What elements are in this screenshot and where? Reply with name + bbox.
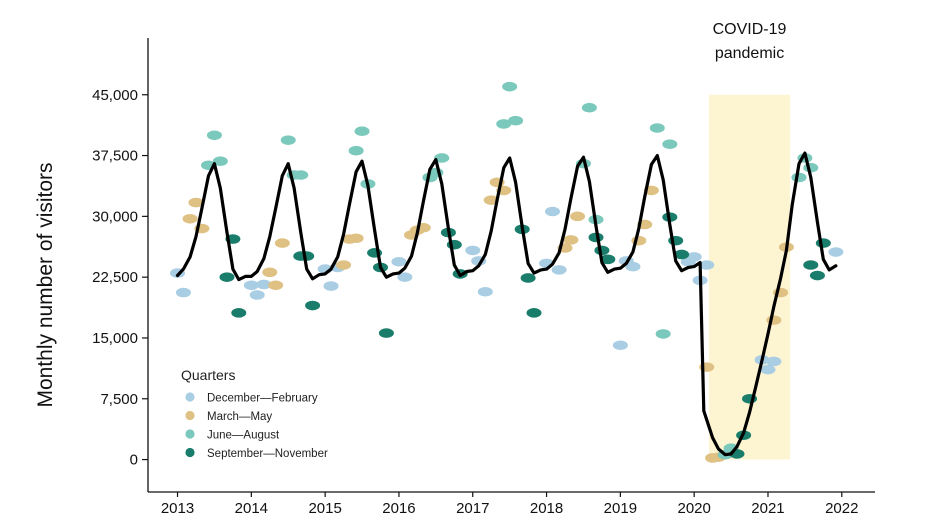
x-axis-ticks: 2013 2014 2015 2016 2017 2018 2019 2020 2021 2022 xyxy=(161,492,858,517)
legend-label-1: March—May xyxy=(207,411,272,423)
data-point-series-2-19 xyxy=(655,329,671,339)
data-point-series-2-12 xyxy=(496,119,512,129)
data-point-series-2-2 xyxy=(212,156,228,167)
legend-swatch-2 xyxy=(185,429,195,439)
x-tick-label-7: 2020 xyxy=(677,500,710,517)
legend: Quarters December—February March—May June—… xyxy=(181,367,328,460)
data-point-series-2-11 xyxy=(434,153,450,163)
y-tick-label-4: 30,000 xyxy=(92,208,138,225)
x-tick-label-8: 2021 xyxy=(751,500,784,517)
x-tick-label-0: 2013 xyxy=(161,500,194,517)
y-tick-label-0: 0 xyxy=(130,452,138,469)
covid-annotation-line-2: pandemic xyxy=(715,45,784,62)
data-point-series-0-24 xyxy=(760,364,776,375)
legend-label-2: June—August xyxy=(207,430,280,442)
data-point-series-2-13 xyxy=(502,81,518,92)
trend-line xyxy=(175,151,838,457)
data-point-series-1-17 xyxy=(570,211,586,222)
data-point-series-0-6 xyxy=(323,281,339,291)
x-tick-label-4: 2017 xyxy=(456,500,489,517)
y-axis-title: Monthly number of visitors xyxy=(34,162,57,407)
data-point-series-2-20 xyxy=(662,139,678,150)
data-point-series-2-5 xyxy=(293,170,309,180)
data-point-series-2-1 xyxy=(206,130,222,141)
x-tick-label-2: 2015 xyxy=(308,500,341,517)
data-point-series-0-16 xyxy=(612,340,628,351)
data-point-series-3-5 xyxy=(305,300,321,311)
legend-label-3: September—November xyxy=(207,448,328,460)
y-tick-label-5: 37,500 xyxy=(92,148,138,165)
data-point-series-2-16 xyxy=(581,102,597,113)
legend-swatch-1 xyxy=(185,410,195,421)
data-point-series-0-12 xyxy=(477,286,493,297)
legend-swatch-0 xyxy=(185,392,195,402)
data-point-series-0-15 xyxy=(551,265,567,275)
data-point-series-3-20 xyxy=(674,249,690,260)
data-point-series-1-16 xyxy=(563,235,579,245)
data-point-series-1-4 xyxy=(268,280,284,291)
y-tick-label-6: 45,000 xyxy=(92,87,138,104)
covid-annotation-line-1: COVID-19 xyxy=(713,21,787,38)
data-point-series-0-8 xyxy=(391,256,407,267)
y-tick-label-2: 15,000 xyxy=(92,330,138,347)
x-tick-label-1: 2014 xyxy=(235,500,268,517)
data-point-series-3-2 xyxy=(231,308,247,318)
data-point-series-0-14 xyxy=(544,206,560,217)
data-point-series-3-25 xyxy=(809,270,825,281)
data-point-series-3-17 xyxy=(600,254,616,265)
y-tick-label-3: 22,500 xyxy=(92,269,138,286)
legend-label-0: December—February xyxy=(207,393,318,405)
data-point-series-1-3 xyxy=(262,267,278,278)
data-point-series-3-13 xyxy=(520,273,536,283)
x-tick-label-6: 2019 xyxy=(604,500,637,517)
data-point-series-1-12 xyxy=(483,195,499,205)
data-point-series-1-5 xyxy=(274,238,290,248)
data-point-series-2-14 xyxy=(508,115,524,126)
data-point-series-0-26 xyxy=(828,247,844,257)
data-point-series-2-6 xyxy=(348,145,364,156)
y-tick-label-1: 7,500 xyxy=(100,391,138,408)
data-point-series-3-0 xyxy=(219,272,235,282)
legend-title: Quarters xyxy=(181,367,235,383)
x-tick-label-9: 2022 xyxy=(825,500,858,517)
data-point-series-0-22 xyxy=(699,260,715,270)
data-point-series-2-7 xyxy=(354,126,370,137)
data-point-series-3-24 xyxy=(803,260,819,270)
data-point-series-0-9 xyxy=(397,272,413,282)
data-point-series-2-23 xyxy=(791,172,807,183)
data-point-series-0-1 xyxy=(175,287,191,298)
y-axis-ticks: 0 7,500 15,000 22,500 30,000 37,500 45,000 xyxy=(92,87,148,469)
data-point-series-1-0 xyxy=(182,213,198,224)
data-point-series-0-2 xyxy=(243,280,259,291)
data-point-series-3-8 xyxy=(378,328,394,338)
data-point-series-0-3 xyxy=(249,290,265,300)
data-point-series-3-26 xyxy=(815,238,831,248)
data-point-series-0-10 xyxy=(465,245,481,256)
data-point-series-1-1 xyxy=(188,197,204,208)
data-point-series-0-4 xyxy=(256,279,272,290)
x-tick-label-5: 2018 xyxy=(530,500,563,517)
data-point-series-1-8 xyxy=(348,233,364,244)
x-tick-label-3: 2016 xyxy=(382,500,415,517)
data-point-series-3-14 xyxy=(526,308,542,318)
data-point-series-2-3 xyxy=(280,135,296,145)
legend-swatch-3 xyxy=(185,447,195,458)
data-point-series-0-20 xyxy=(686,252,702,262)
covid-shaded-region xyxy=(708,94,791,460)
data-point-series-2-18 xyxy=(649,123,665,133)
data-point-series-1-6 xyxy=(336,260,352,270)
data-point-series-0-18 xyxy=(625,261,641,272)
data-point-series-0-25 xyxy=(766,356,782,367)
